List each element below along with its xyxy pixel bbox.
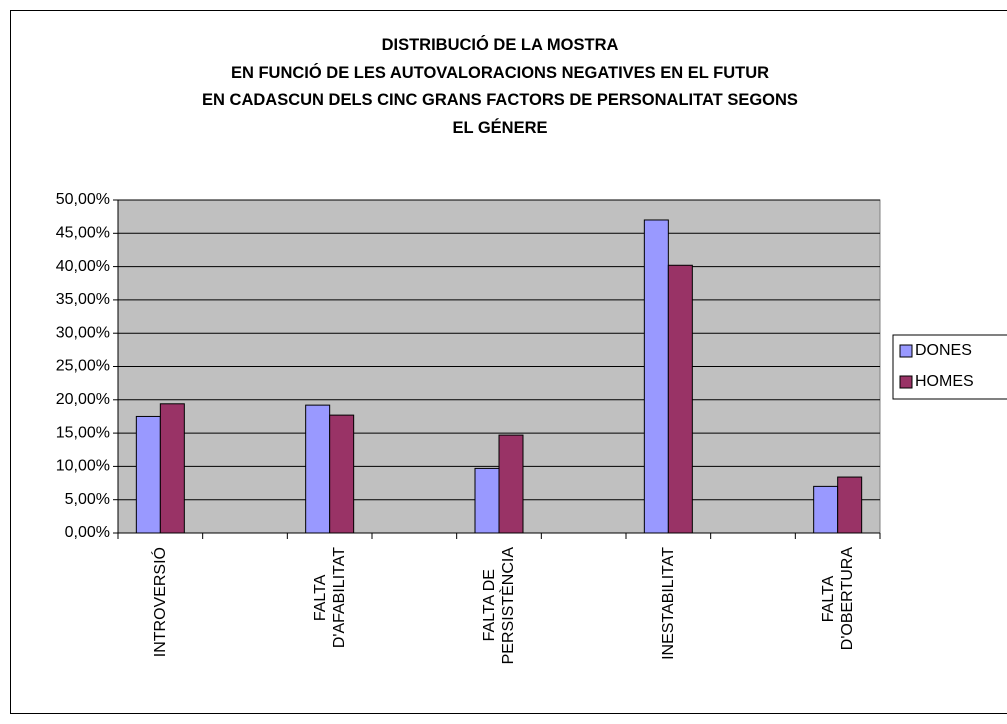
x-tick-label: FALTA D'AFABILITAT (311, 547, 348, 649)
legend-label: HOMES (915, 373, 974, 390)
y-tick-label: 10,00% (56, 458, 110, 475)
y-tick-label: 45,00% (56, 225, 110, 242)
bar (474, 467, 500, 534)
y-tick-label: 0,00% (65, 524, 110, 541)
bar (498, 434, 524, 534)
y-tick-label: 30,00% (56, 324, 110, 341)
x-tick-label: FALTA D'OBERTURA (819, 547, 856, 651)
bar (329, 414, 355, 534)
bar (305, 404, 331, 534)
x-tick-label: INESTABILITAT (659, 547, 677, 660)
bar (159, 403, 185, 534)
x-tick-label: FALTA DE PERSISTÈNCIA (481, 547, 517, 665)
legend-swatch (899, 344, 913, 358)
y-tick-label: 15,00% (56, 424, 110, 441)
y-tick-label: 40,00% (56, 258, 110, 275)
x-tick-label: INTROVERSIÓ (151, 547, 169, 658)
legend-label: DONES (915, 342, 972, 359)
y-tick-label: 5,00% (65, 491, 110, 508)
y-tick-label: 35,00% (56, 291, 110, 308)
y-tick-label: 20,00% (56, 391, 110, 408)
bar (667, 264, 693, 534)
bar (643, 219, 669, 534)
y-tick-label: 25,00% (56, 358, 110, 375)
bar (813, 485, 839, 534)
chart-title: DISTRIBUCIÓ DE LA MOSTRA EN FUNCIÓ DE LE… (202, 36, 798, 137)
y-tick-label: 50,00% (56, 191, 110, 208)
legend-swatch (899, 375, 913, 389)
bar (135, 415, 161, 534)
bar (837, 476, 863, 534)
